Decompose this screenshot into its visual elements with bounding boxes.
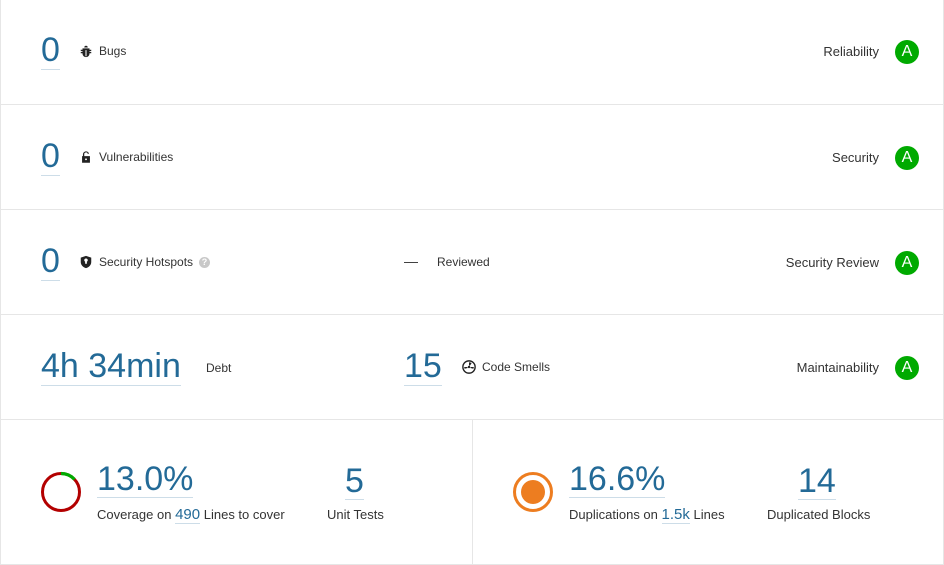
coverage-subtitle: Coverage on 490 Lines to cover <box>97 506 285 524</box>
code-smells-label: Code Smells <box>462 360 550 374</box>
coverage-percent[interactable]: 13.0% <box>97 460 194 498</box>
duplicated-blocks-label: Duplicated Blocks <box>767 507 871 522</box>
code-smell-icon <box>462 360 476 374</box>
vulnerabilities-count[interactable]: 0 <box>41 137 60 176</box>
maintainability-rating-badge[interactable]: A <box>895 356 919 380</box>
debt-label: Debt <box>206 361 232 375</box>
unit-tests-count[interactable]: 5 <box>345 462 364 500</box>
help-icon[interactable]: ? <box>199 256 211 268</box>
reliability-rating-label: Reliability <box>823 44 879 59</box>
code-smells-count[interactable]: 15 <box>404 347 442 386</box>
hotspots-label: Security Hotspots ? <box>79 255 211 269</box>
vulnerabilities-label: Vulnerabilities <box>79 150 173 164</box>
duplications-donut-icon <box>512 471 554 518</box>
maintainability-rating-label: Maintainability <box>796 360 879 375</box>
duplicated-lines-link[interactable]: 1.5k <box>661 506 690 524</box>
bugs-label: Bugs <box>79 44 126 58</box>
security-review-rating-label: Security Review <box>785 255 879 270</box>
reliability-rating-badge[interactable]: A <box>895 40 919 64</box>
coverage-panel: 13.0% Coverage on 490 Lines to cover 5 U… <box>0 420 473 565</box>
shield-icon <box>79 255 93 269</box>
debt-value[interactable]: 4h 34min <box>41 347 181 386</box>
duplicated-blocks-count[interactable]: 14 <box>798 462 836 500</box>
reviewed-label: Reviewed <box>437 255 490 269</box>
duplications-percent[interactable]: 16.6% <box>569 460 666 498</box>
bug-icon <box>79 44 93 58</box>
hotspots-count[interactable]: 0 <box>41 242 60 281</box>
unit-tests-label: Unit Tests <box>327 507 384 522</box>
security-rating-label: Security <box>832 150 879 165</box>
lock-icon <box>79 150 93 164</box>
coverage-donut-icon <box>40 471 82 518</box>
reviewed-value: — <box>404 253 418 269</box>
security-row: 0 Vulnerabilities Security A <box>0 105 944 210</box>
security-review-rating-badge[interactable]: A <box>895 251 919 275</box>
reliability-row: 0 Bugs Reliability A <box>0 0 944 105</box>
maintainability-row: 4h 34min Debt 15 Code Smells Maintainabi… <box>0 315 944 420</box>
hotspots-row: 0 Security Hotspots ? — Reviewed Securit… <box>0 210 944 315</box>
security-rating-badge[interactable]: A <box>895 146 919 170</box>
duplications-subtitle: Duplications on 1.5k Lines <box>569 506 725 524</box>
bugs-count[interactable]: 0 <box>41 31 60 70</box>
duplications-panel: 16.6% Duplications on 1.5k Lines 14 Dupl… <box>472 420 944 565</box>
lines-to-cover-link[interactable]: 490 <box>175 506 201 524</box>
